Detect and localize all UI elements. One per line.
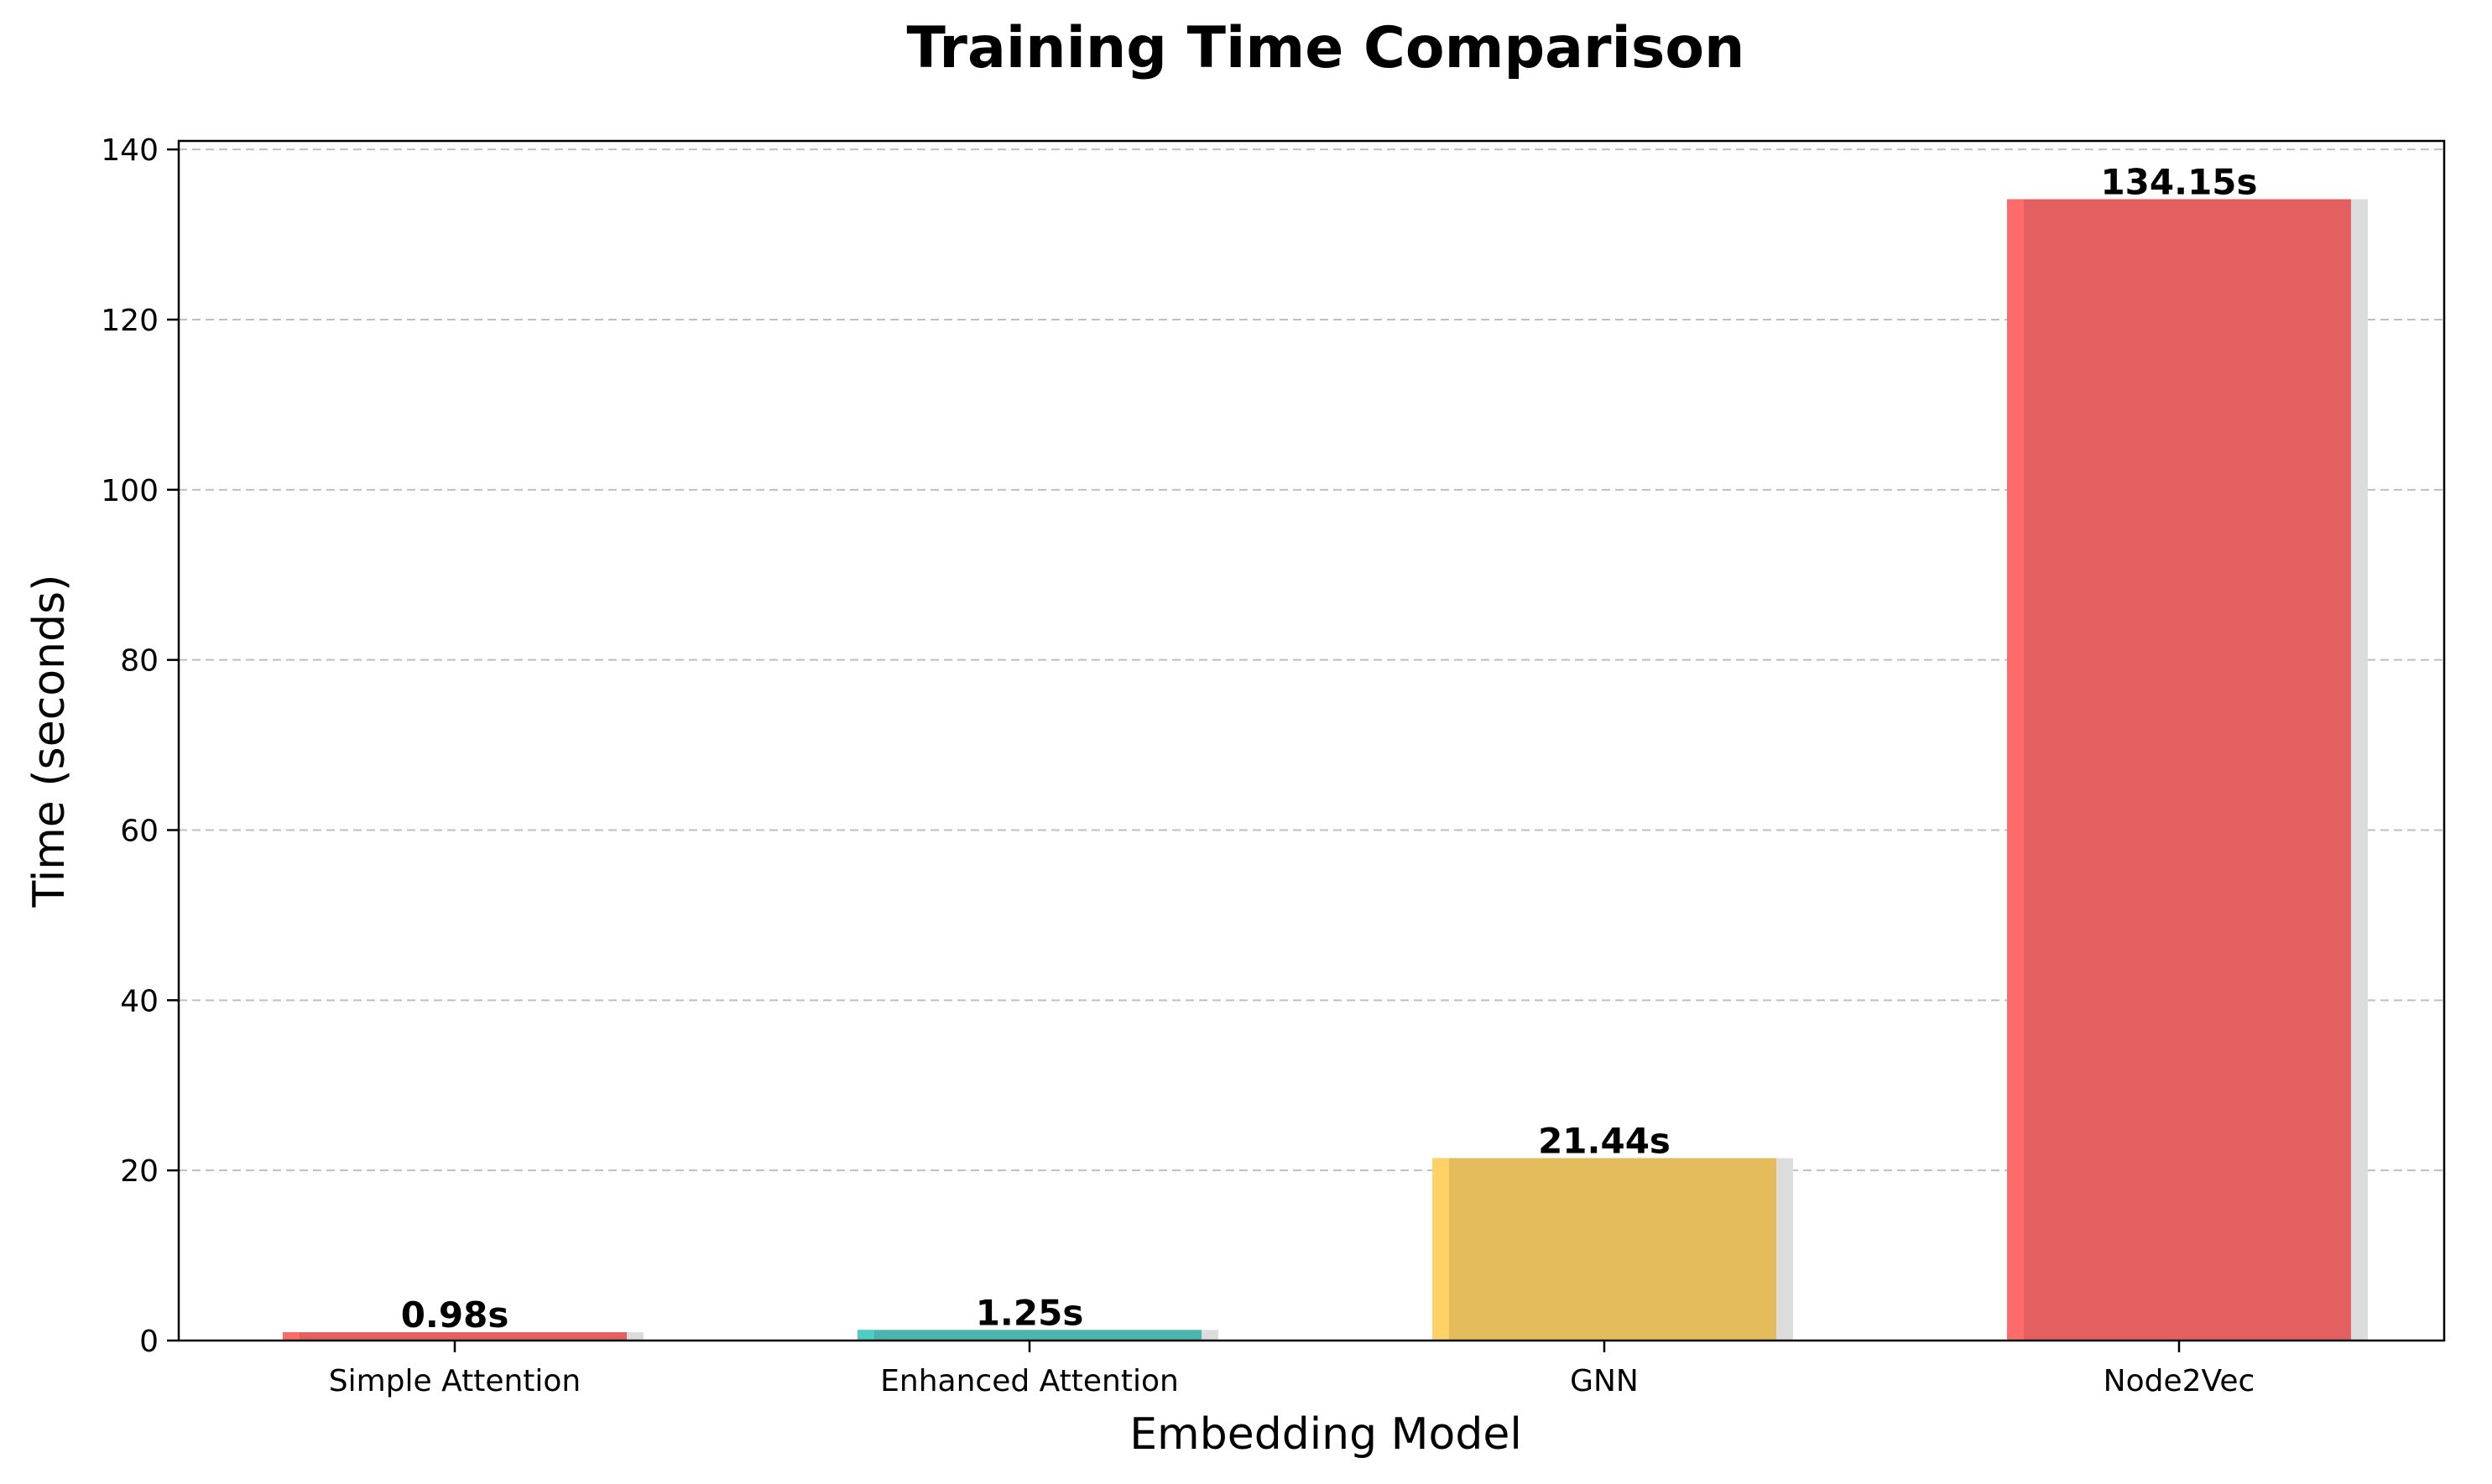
bar-edge-highlight [858, 1330, 874, 1341]
bar-edge-highlight [283, 1332, 300, 1341]
grid-layer [179, 148, 2444, 1341]
bar-edge-highlight [1432, 1158, 1449, 1341]
x-axis-ticks: Simple Attention Enhanced Attention GNN Nod… [329, 1341, 2255, 1398]
y-tick-label: 20 [120, 1154, 159, 1189]
x-axis-label: Embedding Model [1129, 1409, 1522, 1460]
x-tick-label: Node2Vec [2104, 1364, 2255, 1398]
bar [1432, 1158, 1776, 1341]
y-axis-label: Time (seconds) [24, 575, 75, 909]
bar-value-label: 134.15s [2100, 161, 2257, 202]
bar-edge-highlight [2007, 199, 2024, 1341]
bar [2007, 199, 2351, 1341]
y-tick-label: 60 [120, 814, 159, 848]
y-tick-label: 120 [101, 304, 159, 338]
y-tick-label: 40 [120, 984, 159, 1018]
y-axis-ticks: 0 20 40 60 80 100 120 140 [101, 133, 179, 1359]
y-tick-label: 80 [120, 644, 159, 679]
x-tick-label: Simple Attention [329, 1364, 581, 1398]
bar-layer [283, 199, 2368, 1341]
x-tick-label: GNN [1570, 1364, 1639, 1398]
bar-value-label: 1.25s [976, 1292, 1084, 1333]
bar-value-label: 21.44s [1538, 1121, 1671, 1162]
bar [283, 1332, 627, 1341]
bar [858, 1330, 1202, 1341]
y-tick-label: 0 [139, 1325, 159, 1359]
x-tick-label: Enhanced Attention [880, 1364, 1179, 1398]
y-tick-label: 100 [101, 474, 159, 508]
value-label-layer: 0.98s 1.25s 21.44s 134.15s [401, 161, 2258, 1336]
plot-frame [177, 139, 2446, 1342]
bar-value-label: 0.98s [401, 1294, 509, 1336]
y-tick-label: 140 [101, 133, 159, 168]
chart-title: Training Time Comparison [907, 15, 1745, 81]
